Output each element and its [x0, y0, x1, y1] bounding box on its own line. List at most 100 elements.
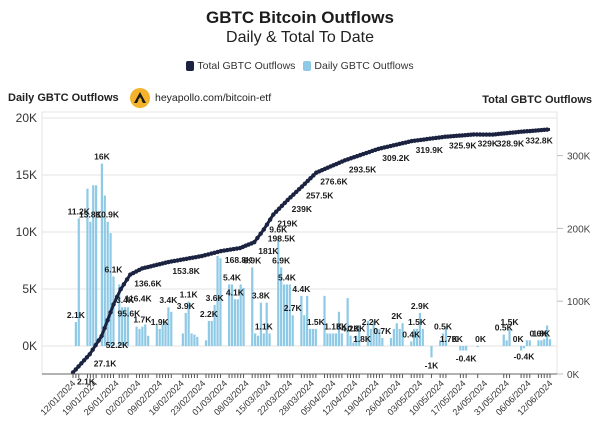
daily-bar[interactable] [308, 328, 312, 346]
daily-bar[interactable] [193, 334, 196, 346]
total-point[interactable] [308, 175, 313, 181]
daily-bar[interactable] [233, 299, 236, 346]
total-point[interactable] [93, 342, 98, 348]
daily-bar[interactable] [300, 295, 303, 346]
daily-bar[interactable] [187, 301, 190, 346]
daily-bar[interactable] [418, 312, 422, 346]
total-point[interactable] [291, 192, 296, 197]
daily-bar[interactable] [256, 335, 260, 346]
daily-bar[interactable] [441, 333, 445, 346]
daily-bar[interactable] [306, 295, 309, 346]
daily-bar[interactable] [282, 284, 286, 346]
daily-bar[interactable] [251, 267, 254, 346]
daily-bar[interactable] [262, 333, 265, 346]
daily-bar[interactable] [161, 324, 164, 346]
total-point[interactable] [96, 338, 101, 343]
total-point[interactable] [477, 132, 483, 137]
total-point[interactable] [474, 132, 480, 137]
daily-bar[interactable] [508, 328, 511, 346]
daily-bar[interactable] [398, 328, 401, 346]
daily-bar[interactable] [95, 185, 98, 346]
daily-bar[interactable] [332, 333, 335, 346]
daily-bar[interactable] [118, 284, 121, 346]
daily-bar[interactable] [277, 236, 280, 346]
total-point[interactable] [305, 178, 310, 184]
daily-bar[interactable] [204, 340, 208, 346]
daily-bar[interactable] [352, 342, 355, 346]
daily-bar[interactable] [340, 333, 343, 346]
daily-bar[interactable] [381, 338, 384, 346]
daily-bar[interactable] [89, 221, 92, 346]
total-point[interactable] [124, 277, 130, 282]
daily-bar[interactable] [546, 325, 549, 346]
total-point[interactable] [311, 173, 316, 178]
daily-bar[interactable] [413, 328, 416, 346]
daily-bar[interactable] [395, 323, 398, 346]
daily-bar[interactable] [465, 346, 468, 351]
daily-bar[interactable] [528, 340, 531, 346]
daily-bar[interactable] [196, 336, 199, 346]
daily-bar[interactable] [135, 326, 138, 346]
total-point[interactable] [261, 227, 266, 232]
legend-item-total[interactable]: Total GBTC Outflows [186, 60, 295, 72]
daily-bar[interactable] [74, 322, 77, 346]
daily-bar[interactable] [242, 287, 245, 346]
daily-bar[interactable] [126, 307, 130, 346]
total-point[interactable] [121, 282, 127, 287]
total-point[interactable] [76, 364, 81, 369]
daily-bar[interactable] [372, 320, 375, 346]
total-point[interactable] [84, 355, 90, 360]
daily-bar[interactable] [210, 320, 213, 346]
daily-bar[interactable] [346, 298, 349, 346]
daily-bar[interactable] [375, 328, 378, 346]
daily-bar[interactable] [280, 267, 283, 346]
daily-bar[interactable] [106, 221, 109, 346]
daily-bar[interactable] [401, 323, 404, 346]
daily-bar[interactable] [103, 195, 106, 346]
total-point[interactable] [279, 203, 285, 209]
daily-bar[interactable] [311, 328, 315, 346]
total-point[interactable] [255, 235, 260, 241]
daily-bar[interactable] [415, 328, 419, 346]
daily-bar[interactable] [540, 340, 543, 346]
total-point[interactable] [285, 197, 290, 203]
daily-bar[interactable] [158, 328, 161, 346]
daily-bar[interactable] [519, 346, 523, 351]
daily-bar[interactable] [314, 328, 317, 346]
daily-bar[interactable] [358, 325, 361, 346]
daily-bar[interactable] [505, 340, 508, 346]
daily-bar[interactable] [326, 333, 329, 346]
total-point[interactable] [111, 302, 116, 307]
total-point[interactable] [271, 212, 276, 217]
daily-bar[interactable] [421, 328, 424, 346]
daily-bar[interactable] [216, 255, 219, 346]
daily-bar[interactable] [259, 302, 263, 346]
daily-bar[interactable] [291, 315, 294, 346]
daily-bar[interactable] [228, 284, 231, 346]
total-point[interactable] [102, 325, 107, 331]
daily-bar[interactable] [190, 333, 193, 346]
total-point[interactable] [294, 189, 299, 195]
daily-bar[interactable] [303, 315, 306, 346]
daily-bar[interactable] [207, 320, 210, 346]
total-point[interactable] [252, 240, 257, 245]
daily-bar[interactable] [112, 276, 115, 346]
total-point[interactable] [302, 181, 308, 186]
daily-bar[interactable] [389, 338, 393, 346]
daily-bar[interactable] [265, 302, 268, 346]
daily-bar[interactable] [349, 335, 352, 346]
total-point[interactable] [267, 217, 273, 222]
daily-bar[interactable] [444, 326, 448, 346]
legend-item-daily[interactable]: Daily GBTC Outflows [303, 60, 414, 72]
daily-bar[interactable] [337, 311, 341, 346]
daily-bar[interactable] [285, 284, 289, 346]
total-point[interactable] [296, 187, 302, 192]
total-point[interactable] [299, 184, 305, 189]
daily-bar[interactable] [334, 333, 338, 346]
daily-bar[interactable] [476, 346, 479, 348]
daily-bar[interactable] [184, 312, 187, 346]
total-point[interactable] [90, 347, 95, 352]
total-point[interactable] [99, 333, 104, 339]
daily-bar[interactable] [462, 346, 465, 351]
total-point[interactable] [81, 358, 87, 363]
